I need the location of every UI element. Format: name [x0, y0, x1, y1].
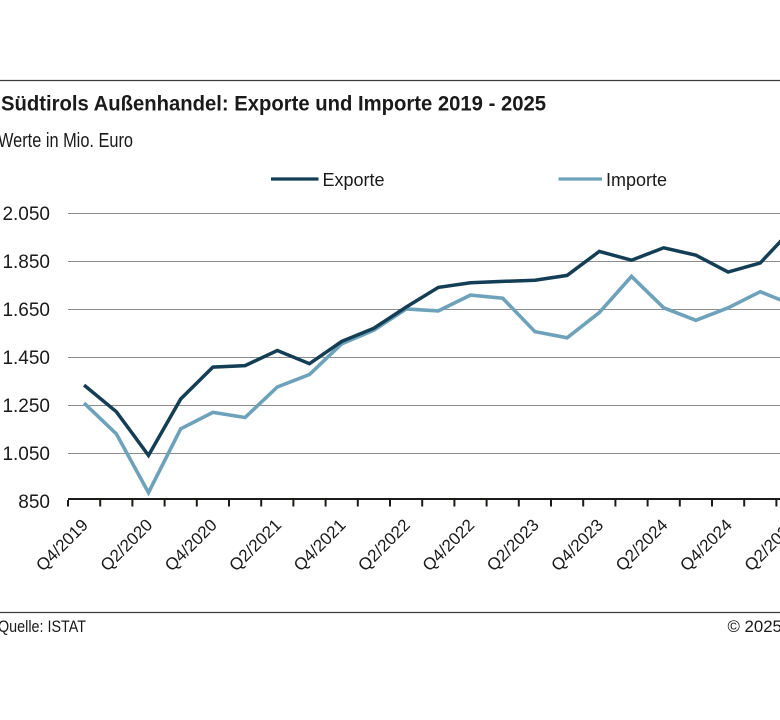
svg-text:1.250: 1.250: [2, 396, 50, 417]
svg-text:850: 850: [18, 492, 50, 513]
svg-text:1.050: 1.050: [2, 444, 50, 465]
svg-text:1.450: 1.450: [2, 348, 50, 369]
svg-text:Werte in Mio. Euro: Werte in Mio. Euro: [0, 130, 133, 152]
svg-text:Exporte: Exporte: [323, 170, 385, 190]
svg-text:1.650: 1.650: [2, 300, 50, 321]
svg-text:© 2025 WIFO: © 2025 WIFO: [728, 617, 780, 636]
svg-text:Importe: Importe: [606, 170, 667, 190]
svg-text:Quelle: ISTAT: Quelle: ISTAT: [0, 618, 86, 636]
svg-text:2.050: 2.050: [2, 204, 50, 225]
svg-text:1.850: 1.850: [2, 252, 50, 273]
svg-text:Südtirols Außenhandel: Exporte: Südtirols Außenhandel: Exporte und Impor…: [1, 93, 546, 116]
